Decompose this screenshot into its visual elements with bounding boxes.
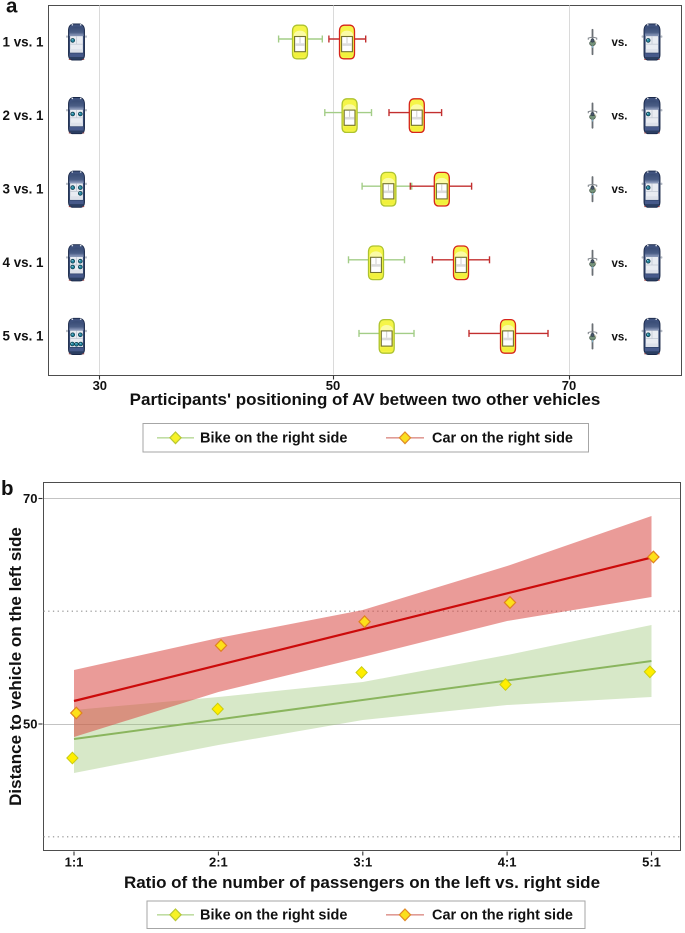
svg-text:1 vs. 1: 1 vs. 1	[3, 35, 45, 50]
svg-text:vs.: vs.	[612, 111, 628, 123]
svg-text:vs.: vs.	[612, 37, 628, 49]
svg-text:b: b	[1, 477, 14, 500]
svg-text:4:1: 4:1	[498, 855, 517, 870]
svg-text:1:1: 1:1	[65, 855, 84, 870]
svg-text:70: 70	[23, 491, 37, 506]
svg-text:Bike on the right side: Bike on the right side	[200, 431, 347, 447]
svg-text:5 vs. 1: 5 vs. 1	[3, 329, 45, 344]
svg-text:Ratio of the number of passeng: Ratio of the number of passengers on the…	[124, 873, 600, 892]
svg-text:vs.: vs.	[612, 258, 628, 270]
svg-text:3:1: 3:1	[353, 855, 372, 870]
svg-text:30: 30	[93, 378, 107, 393]
svg-text:50: 50	[23, 717, 37, 732]
svg-text:Distance to vehicle on the lef: Distance to vehicle on the left side	[6, 527, 25, 806]
svg-text:3 vs. 1: 3 vs. 1	[3, 182, 45, 197]
svg-text:4 vs. 1: 4 vs. 1	[3, 255, 45, 270]
svg-text:vs.: vs.	[612, 184, 628, 196]
svg-text:Car on the right side: Car on the right side	[432, 431, 573, 447]
svg-text:vs.: vs.	[612, 331, 628, 343]
svg-text:a: a	[6, 0, 18, 18]
svg-text:5:1: 5:1	[642, 855, 661, 870]
svg-text:50: 50	[326, 378, 340, 393]
svg-text:Participants' positioning of A: Participants' positioning of AV between …	[130, 390, 601, 409]
svg-text:Bike on the right side: Bike on the right side	[200, 908, 347, 924]
svg-text:2 vs. 1: 2 vs. 1	[3, 108, 45, 123]
svg-text:Car on the right side: Car on the right side	[432, 908, 573, 924]
svg-text:2:1: 2:1	[209, 855, 228, 870]
svg-text:70: 70	[562, 378, 576, 393]
